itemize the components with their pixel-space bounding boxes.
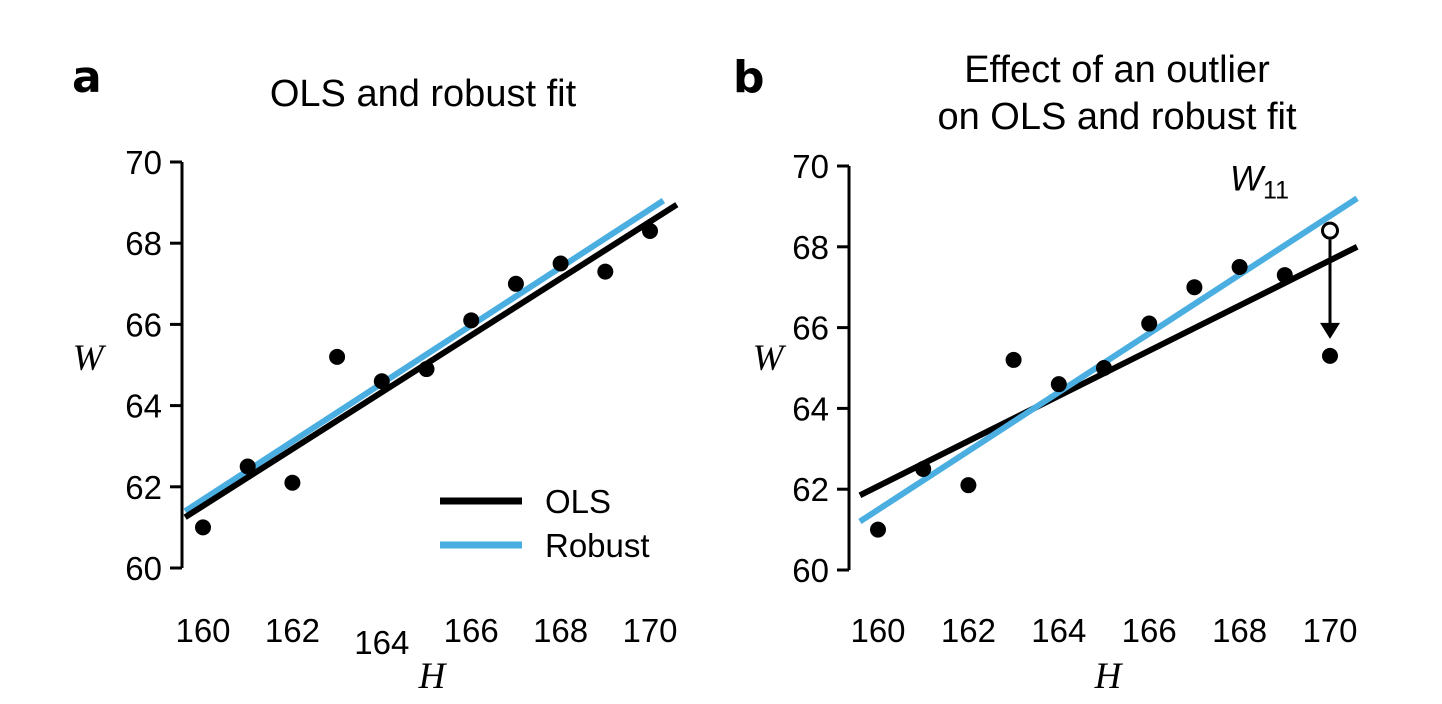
data-point <box>195 519 211 536</box>
data-point <box>642 223 658 240</box>
y-tick-label: 60 <box>125 550 162 587</box>
data-point <box>329 348 346 365</box>
panel-letter-a: a <box>72 52 102 103</box>
y-tick-label: 62 <box>125 469 162 506</box>
legend: OLS Robust <box>440 483 650 564</box>
panel-a-title: OLS and robust fit <box>270 73 577 115</box>
x-tick-label: 162 <box>941 612 996 649</box>
data-point <box>1276 267 1293 284</box>
panel-a-chart: 60 62 64 66 68 70 160 162 164 166 168 170 H W <box>73 144 679 697</box>
x-axis-label: H <box>1094 656 1124 697</box>
outlier-original-point <box>1321 221 1339 240</box>
outlier-arrow-head <box>1320 322 1340 339</box>
x-tick-label: 166 <box>1122 612 1177 649</box>
y-axis-label: W <box>73 338 107 379</box>
data-point <box>284 474 301 491</box>
data-point <box>1322 347 1338 364</box>
x-tick-label: 160 <box>850 612 905 649</box>
x-tick-label: 164 <box>1031 612 1086 649</box>
x-tick-label: 164 <box>354 624 409 661</box>
panel-b-title-line1: Effect of an outlier <box>964 49 1270 91</box>
data-point <box>373 373 390 390</box>
data-point <box>239 458 256 475</box>
legend-ols-label: OLS <box>545 483 611 520</box>
x-tick-label: 166 <box>444 612 499 649</box>
data-point <box>870 521 886 538</box>
y-tick-label: 66 <box>792 310 829 347</box>
data-point <box>1141 315 1158 332</box>
panel-b-title-line2: on OLS and robust fit <box>937 96 1297 138</box>
x-tick-label: 170 <box>622 612 677 649</box>
x-tick-label: 170 <box>1302 612 1357 649</box>
data-point <box>1231 259 1248 275</box>
y-tick-label: 60 <box>792 552 829 589</box>
data-point <box>1186 279 1203 296</box>
data-point <box>418 361 435 378</box>
y-tick-label: 64 <box>125 388 162 425</box>
data-point <box>597 263 614 280</box>
data-point <box>960 477 977 494</box>
robust-fit-line <box>858 195 1359 525</box>
x-tick-label: 168 <box>533 612 588 649</box>
y-tick-label: 68 <box>125 225 162 262</box>
outlier-label-subscript: 11 <box>1263 177 1289 205</box>
y-tick-label: 70 <box>792 148 829 185</box>
x-axis-label: H <box>418 656 448 697</box>
data-point <box>1096 360 1112 376</box>
y-tick-label: 64 <box>792 390 829 427</box>
y-axis-label: W <box>753 338 787 379</box>
data-point <box>552 255 569 272</box>
y-tick-label: 66 <box>125 306 162 343</box>
x-tick-label: 168 <box>1212 612 1267 649</box>
data-point <box>1050 376 1067 393</box>
data-point <box>507 275 524 292</box>
robust-fit-line <box>183 198 666 514</box>
data-point <box>915 461 932 477</box>
panel-b-chart: 60 62 64 66 68 70 160 162 164 166 168 170 H W W11 <box>753 148 1359 697</box>
data-point <box>1005 351 1022 368</box>
outlier-label: W11 <box>1230 160 1289 205</box>
legend-robust-label: Robust <box>545 527 650 564</box>
panel-letter-b: b <box>733 52 765 103</box>
data-point <box>463 312 480 329</box>
x-tick-label: 160 <box>175 612 230 649</box>
y-tick-label: 70 <box>125 144 162 181</box>
y-tick-label: 62 <box>792 471 829 508</box>
x-tick-label: 162 <box>265 612 320 649</box>
ols-fit-line <box>183 202 679 520</box>
y-tick-label: 68 <box>792 229 829 266</box>
